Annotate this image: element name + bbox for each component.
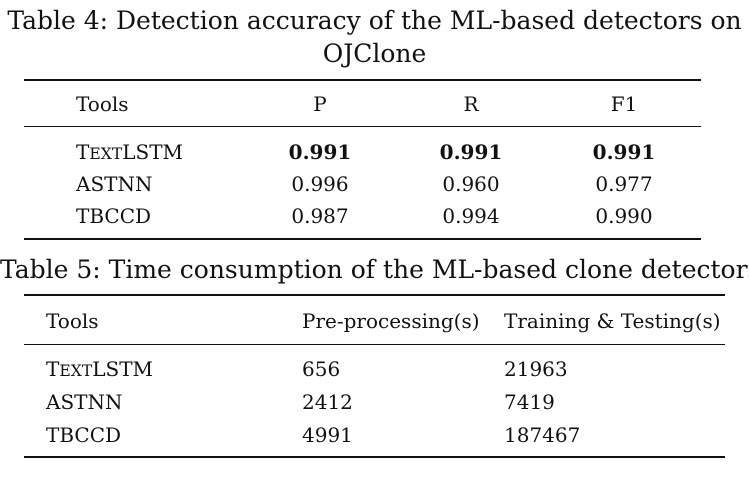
table5-header-training-testing: Training & Testing(s): [504, 309, 721, 333]
table4-header-p: P: [313, 92, 327, 116]
table5-row2-pre: 2412: [302, 390, 353, 414]
tool-name-rest: LSTM: [92, 357, 154, 381]
table4-mid-rule: [24, 126, 701, 127]
table4-row3-r: 0.994: [442, 204, 500, 228]
table4-bottom-rule: [24, 238, 701, 240]
table4-caption: Table 4: Detection accuracy of the ML-ba…: [0, 4, 749, 70]
table4-row2-f1: 0.977: [595, 172, 653, 196]
table5-header-tools: Tools: [46, 309, 99, 333]
table4-row3-tool: TBCCD: [76, 204, 152, 228]
table5-row1-tool: TEXTLSTM: [46, 357, 153, 383]
table4-row1-r: 0.991: [439, 140, 503, 164]
table5-row1-pre: 656: [302, 357, 341, 381]
table4-header-tools: Tools: [76, 92, 129, 116]
table5-bottom-rule: [24, 456, 725, 458]
table5-row3-train: 187467: [504, 423, 581, 447]
table4-row1-tool: TEXTLSTM: [76, 140, 183, 166]
table5-top-rule: [24, 294, 725, 296]
table5-row1-train: 21963: [504, 357, 568, 381]
table5-caption: Table 5: Time consumption of the ML-base…: [0, 255, 749, 284]
table5-row3-tool: TBCCD: [46, 423, 122, 447]
table4-top-rule: [24, 79, 701, 81]
tool-name-initial: T: [46, 357, 60, 381]
table4-header-f1: F1: [610, 92, 638, 116]
table5-header-preprocessing: Pre-processing(s): [302, 309, 480, 333]
tool-name-initial: T: [76, 140, 90, 164]
table4-caption-line2: OJClone: [322, 39, 427, 68]
table4-row2-r: 0.960: [442, 172, 500, 196]
table4-row2-tool: ASTNN: [76, 172, 153, 196]
table4-header-r: R: [463, 92, 479, 116]
table4-row2-p: 0.996: [291, 172, 349, 196]
table4-caption-line1: Table 4: Detection accuracy of the ML-ba…: [7, 6, 742, 35]
tool-name-smallcaps: EXT: [89, 145, 123, 163]
tool-name-smallcaps: EXT: [59, 362, 93, 380]
table5-row2-tool: ASTNN: [46, 390, 123, 414]
table4-row3-p: 0.987: [291, 204, 349, 228]
table4-row1-f1: 0.991: [592, 140, 656, 164]
table5-mid-rule: [24, 344, 725, 345]
table4-row1-p: 0.991: [288, 140, 352, 164]
tool-name-rest: LSTM: [122, 140, 184, 164]
table5-row2-train: 7419: [504, 390, 555, 414]
table4-row3-f1: 0.990: [595, 204, 653, 228]
table5-row3-pre: 4991: [302, 423, 353, 447]
